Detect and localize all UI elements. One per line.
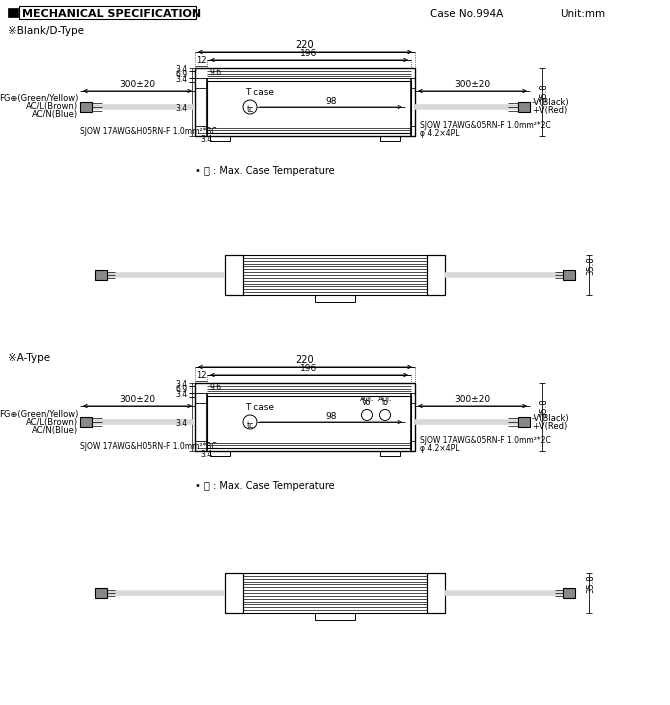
Text: 3.4: 3.4 — [176, 380, 188, 389]
Text: 300±20: 300±20 — [454, 395, 490, 404]
Text: 6.9: 6.9 — [176, 386, 188, 394]
Text: AC/N(Blue): AC/N(Blue) — [32, 426, 78, 434]
Text: +V(Red): +V(Red) — [532, 422, 567, 431]
Text: Unit:mm: Unit:mm — [560, 9, 605, 19]
Text: • Ⓣ : Max. Case Temperature: • Ⓣ : Max. Case Temperature — [195, 166, 334, 176]
Bar — [518, 102, 530, 112]
Bar — [225, 255, 243, 295]
Text: 3.4: 3.4 — [176, 104, 188, 114]
Text: 98: 98 — [325, 97, 337, 106]
Text: T case: T case — [245, 403, 274, 412]
Bar — [563, 270, 575, 280]
Text: 220: 220 — [295, 40, 314, 50]
Text: +V(Red): +V(Red) — [532, 106, 567, 116]
Bar — [207, 396, 411, 448]
Text: -V(Black): -V(Black) — [532, 414, 570, 422]
Bar — [563, 588, 575, 598]
Text: Vo: Vo — [362, 398, 372, 407]
Text: 220: 220 — [295, 355, 314, 365]
Bar — [427, 573, 445, 613]
Bar — [8, 8, 18, 17]
Bar — [225, 573, 445, 613]
Text: 196: 196 — [300, 49, 318, 58]
Text: AC/N(Blue): AC/N(Blue) — [32, 111, 78, 120]
Text: SJOW 17AWG&H05RN-F 1.0mm²*3C: SJOW 17AWG&H05RN-F 1.0mm²*3C — [80, 442, 216, 451]
Text: • Ⓣ : Max. Case Temperature: • Ⓣ : Max. Case Temperature — [195, 481, 334, 491]
Text: FG⊕(Green/Yellow): FG⊕(Green/Yellow) — [0, 410, 78, 419]
Text: MECHANICAL SPECIFICATION: MECHANICAL SPECIFICATION — [22, 9, 201, 19]
Text: 35.8: 35.8 — [586, 575, 596, 593]
Text: SJOW 17AWG&05RN-F 1.0mm²*2C: SJOW 17AWG&05RN-F 1.0mm²*2C — [420, 121, 551, 130]
Bar — [518, 417, 530, 427]
Text: 3.4: 3.4 — [176, 75, 188, 85]
Bar — [80, 417, 92, 427]
Text: 300±20: 300±20 — [119, 80, 155, 89]
Text: SJOW 17AWG&05RN-F 1.0mm²*2C: SJOW 17AWG&05RN-F 1.0mm²*2C — [420, 436, 551, 445]
Text: AC/L(Brown): AC/L(Brown) — [26, 102, 78, 111]
Text: 35.8: 35.8 — [586, 257, 596, 275]
Bar — [210, 136, 230, 141]
Text: ADJ.: ADJ. — [378, 396, 392, 402]
Bar — [315, 295, 355, 302]
Text: ※Blank/D-Type: ※Blank/D-Type — [8, 26, 84, 36]
Bar — [225, 573, 243, 613]
Bar — [210, 451, 230, 456]
Text: 9.6: 9.6 — [209, 384, 221, 392]
Bar — [427, 255, 445, 295]
Text: 6.9: 6.9 — [176, 70, 188, 80]
Bar — [225, 255, 445, 295]
Bar — [315, 613, 355, 620]
Bar — [95, 270, 107, 280]
Bar — [195, 68, 415, 136]
Bar — [380, 136, 400, 141]
Text: 300±20: 300±20 — [454, 80, 490, 89]
Text: 3.4: 3.4 — [200, 135, 212, 144]
Text: 3.4: 3.4 — [200, 450, 212, 458]
Text: 12: 12 — [196, 371, 206, 380]
Text: 98: 98 — [325, 412, 337, 421]
Text: φ 4.2×4PL: φ 4.2×4PL — [420, 129, 460, 138]
Bar — [207, 80, 411, 133]
Text: T case: T case — [245, 88, 274, 97]
Text: SJOW 17AWG&H05RN-F 1.0mm²*3C: SJOW 17AWG&H05RN-F 1.0mm²*3C — [80, 127, 216, 136]
Text: 12: 12 — [196, 56, 206, 65]
Text: Io: Io — [381, 398, 389, 407]
Text: FG⊕(Green/Yellow): FG⊕(Green/Yellow) — [0, 94, 78, 104]
Text: tc: tc — [247, 420, 254, 429]
Bar — [380, 451, 400, 456]
Text: ※A-Type: ※A-Type — [8, 353, 50, 363]
Text: 35.8: 35.8 — [539, 83, 549, 102]
Text: φ 4.2×4PL: φ 4.2×4PL — [420, 444, 460, 453]
Bar — [195, 383, 415, 451]
Text: 3.4: 3.4 — [176, 391, 188, 400]
Text: tc: tc — [247, 106, 254, 114]
Text: 3.4: 3.4 — [176, 419, 188, 429]
Text: 3.4: 3.4 — [176, 65, 188, 74]
Text: Case No.994A: Case No.994A — [430, 9, 503, 19]
Bar — [80, 102, 92, 112]
Text: 196: 196 — [300, 364, 318, 373]
Text: ADJ.: ADJ. — [360, 396, 374, 402]
Text: -V(Black): -V(Black) — [532, 99, 570, 107]
Bar — [95, 588, 107, 598]
Text: AC/L(Brown): AC/L(Brown) — [26, 417, 78, 427]
Text: 35.8: 35.8 — [539, 398, 549, 417]
Text: 9.6: 9.6 — [209, 68, 221, 78]
Text: 300±20: 300±20 — [119, 395, 155, 404]
